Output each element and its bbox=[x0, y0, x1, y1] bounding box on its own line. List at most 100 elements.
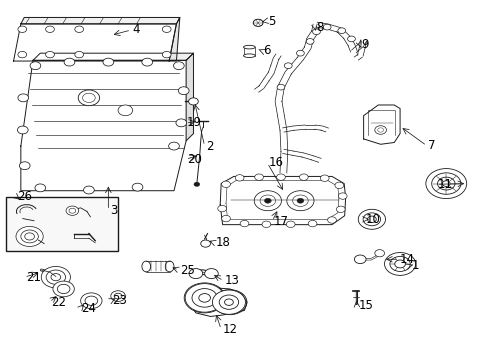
Text: 9: 9 bbox=[361, 38, 368, 51]
Circle shape bbox=[221, 215, 230, 222]
Circle shape bbox=[425, 168, 466, 199]
Circle shape bbox=[235, 175, 244, 181]
Polygon shape bbox=[14, 24, 176, 61]
Polygon shape bbox=[21, 18, 180, 24]
Circle shape bbox=[312, 29, 320, 35]
Circle shape bbox=[189, 269, 202, 279]
Circle shape bbox=[16, 226, 43, 247]
Circle shape bbox=[264, 198, 271, 203]
Circle shape bbox=[173, 62, 184, 69]
Circle shape bbox=[18, 51, 27, 58]
Text: 1: 1 bbox=[410, 259, 418, 272]
Circle shape bbox=[276, 174, 285, 180]
Circle shape bbox=[185, 284, 224, 312]
Text: 4: 4 bbox=[132, 23, 140, 36]
Circle shape bbox=[51, 274, 61, 281]
Circle shape bbox=[75, 26, 83, 32]
Ellipse shape bbox=[142, 261, 150, 272]
Polygon shape bbox=[186, 53, 193, 141]
Circle shape bbox=[103, 58, 114, 66]
Circle shape bbox=[217, 205, 226, 212]
Circle shape bbox=[286, 221, 294, 228]
Circle shape bbox=[327, 217, 336, 223]
Circle shape bbox=[111, 291, 125, 301]
Circle shape bbox=[176, 119, 186, 127]
Text: 5: 5 bbox=[267, 14, 275, 27]
Circle shape bbox=[354, 255, 366, 264]
Text: 6: 6 bbox=[263, 44, 270, 57]
Circle shape bbox=[45, 51, 54, 58]
Circle shape bbox=[337, 28, 345, 33]
Text: 11: 11 bbox=[437, 178, 452, 191]
Bar bbox=[6, 197, 118, 251]
Circle shape bbox=[78, 90, 100, 106]
Ellipse shape bbox=[243, 45, 255, 49]
Circle shape bbox=[384, 252, 415, 275]
Circle shape bbox=[240, 220, 248, 227]
Polygon shape bbox=[363, 105, 399, 144]
Circle shape bbox=[212, 290, 246, 315]
Text: 26: 26 bbox=[17, 190, 32, 203]
Circle shape bbox=[162, 51, 171, 58]
Text: 20: 20 bbox=[187, 153, 202, 166]
Text: 15: 15 bbox=[358, 299, 372, 312]
Text: 17: 17 bbox=[273, 215, 288, 228]
Circle shape bbox=[286, 191, 313, 211]
Circle shape bbox=[442, 181, 449, 186]
Circle shape bbox=[254, 191, 281, 211]
Circle shape bbox=[168, 142, 179, 150]
Circle shape bbox=[363, 213, 380, 226]
Circle shape bbox=[83, 186, 94, 194]
Text: 12: 12 bbox=[222, 323, 237, 336]
Text: 3: 3 bbox=[110, 204, 117, 217]
Circle shape bbox=[57, 284, 70, 294]
Circle shape bbox=[18, 126, 28, 134]
Circle shape bbox=[437, 177, 454, 190]
Polygon shape bbox=[146, 261, 169, 272]
Circle shape bbox=[374, 249, 384, 257]
Circle shape bbox=[45, 26, 54, 32]
Text: 13: 13 bbox=[224, 274, 240, 287]
Circle shape bbox=[323, 24, 330, 30]
Circle shape bbox=[184, 283, 224, 313]
Text: 23: 23 bbox=[112, 294, 127, 307]
Circle shape bbox=[142, 58, 152, 66]
Circle shape bbox=[374, 126, 386, 134]
Circle shape bbox=[46, 270, 65, 284]
Circle shape bbox=[30, 62, 41, 69]
Circle shape bbox=[389, 256, 409, 271]
Circle shape bbox=[394, 260, 405, 268]
Circle shape bbox=[338, 193, 346, 199]
Text: 7: 7 bbox=[427, 139, 435, 152]
Circle shape bbox=[253, 19, 263, 26]
Circle shape bbox=[307, 220, 316, 227]
Circle shape bbox=[284, 63, 291, 68]
Polygon shape bbox=[33, 53, 193, 60]
Circle shape bbox=[305, 39, 313, 44]
Circle shape bbox=[66, 206, 79, 215]
Circle shape bbox=[41, 266, 70, 288]
Circle shape bbox=[431, 173, 460, 194]
Circle shape bbox=[178, 87, 189, 95]
Circle shape bbox=[53, 281, 74, 297]
Circle shape bbox=[20, 162, 30, 170]
Text: 25: 25 bbox=[180, 264, 195, 276]
Circle shape bbox=[18, 26, 27, 32]
Circle shape bbox=[347, 36, 355, 42]
Text: 22: 22 bbox=[51, 296, 66, 309]
Text: 18: 18 bbox=[215, 236, 230, 249]
Circle shape bbox=[358, 209, 385, 229]
Circle shape bbox=[254, 174, 263, 180]
Polygon shape bbox=[243, 47, 255, 56]
Text: 8: 8 bbox=[316, 21, 323, 33]
Text: 10: 10 bbox=[366, 213, 380, 226]
Text: 2: 2 bbox=[205, 140, 213, 153]
Circle shape bbox=[64, 58, 75, 66]
Polygon shape bbox=[220, 176, 345, 225]
Circle shape bbox=[188, 98, 198, 105]
Circle shape bbox=[114, 293, 122, 299]
Polygon shape bbox=[21, 60, 186, 191]
Circle shape bbox=[320, 175, 328, 181]
Circle shape bbox=[35, 184, 45, 192]
Circle shape bbox=[336, 206, 345, 212]
